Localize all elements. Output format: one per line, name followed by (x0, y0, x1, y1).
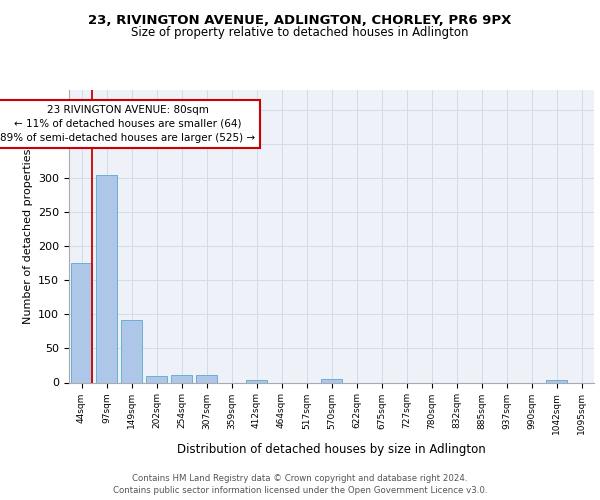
Bar (96, 175, 117, 382)
Bar (546, 380, 567, 382)
Bar (246, 380, 267, 382)
Text: Contains HM Land Registry data © Crown copyright and database right 2024.
Contai: Contains HM Land Registry data © Crown c… (113, 474, 487, 495)
Bar (171, 375, 192, 382)
Text: 23 RIVINGTON AVENUE: 80sqm
← 11% of detached houses are smaller (64)
89% of semi: 23 RIVINGTON AVENUE: 80sqm ← 11% of deta… (0, 105, 256, 143)
Text: Size of property relative to detached houses in Adlington: Size of property relative to detached ho… (131, 26, 469, 39)
Bar (146, 376, 167, 382)
Bar (71, 264, 92, 382)
X-axis label: Distribution of detached houses by size in Adlington: Distribution of detached houses by size … (177, 442, 486, 456)
Bar (321, 379, 342, 382)
Bar (196, 375, 217, 382)
Y-axis label: Number of detached properties: Number of detached properties (23, 148, 32, 324)
Text: 23, RIVINGTON AVENUE, ADLINGTON, CHORLEY, PR6 9PX: 23, RIVINGTON AVENUE, ADLINGTON, CHORLEY… (88, 14, 512, 27)
Bar (121, 320, 142, 382)
